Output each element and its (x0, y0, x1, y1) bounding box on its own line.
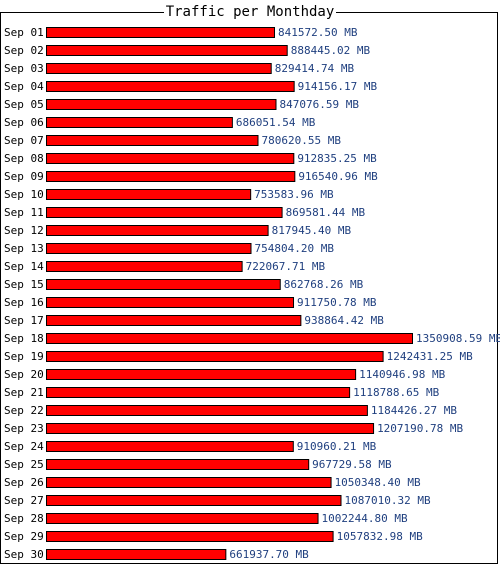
value-label: 1140946.98 MB (359, 368, 445, 381)
day-label: Sep 08 (4, 152, 44, 165)
day-label: Sep 06 (4, 116, 44, 129)
traffic-bar (46, 369, 357, 380)
value-label: 829414.74 MB (275, 62, 355, 75)
traffic-bar (46, 351, 384, 362)
value-label: 1118788.65 MB (353, 386, 439, 399)
value-label: 1242431.25 MB (387, 350, 473, 363)
day-label: Sep 23 (4, 422, 44, 435)
value-label: 914156.17 MB (298, 80, 378, 93)
value-label: 817945.40 MB (272, 224, 352, 237)
traffic-bar (46, 423, 375, 434)
traffic-bar (46, 315, 302, 326)
traffic-bar (46, 405, 368, 416)
day-label: Sep 21 (4, 386, 44, 399)
traffic-bar (46, 189, 252, 200)
traffic-bar (46, 135, 259, 146)
day-label: Sep 05 (4, 98, 44, 111)
traffic-bar (46, 531, 334, 542)
value-label: 722067.71 MB (246, 260, 326, 273)
day-label: Sep 18 (4, 332, 44, 345)
traffic-bar (46, 99, 277, 110)
day-label: Sep 12 (4, 224, 44, 237)
chart-title-text: Traffic per Monthday (163, 4, 337, 20)
day-label: Sep 17 (4, 314, 44, 327)
traffic-bar (46, 513, 319, 524)
day-label: Sep 27 (4, 494, 44, 507)
day-label: Sep 19 (4, 350, 44, 363)
day-label: Sep 02 (4, 44, 44, 57)
day-label: Sep 26 (4, 476, 44, 489)
value-label: 1207190.78 MB (377, 422, 463, 435)
value-label: 967729.58 MB (312, 458, 392, 471)
day-label: Sep 28 (4, 512, 44, 525)
traffic-bar (46, 207, 283, 218)
day-label: Sep 10 (4, 188, 44, 201)
value-label: 1050348.40 MB (335, 476, 421, 489)
day-label: Sep 09 (4, 170, 44, 183)
day-label: Sep 16 (4, 296, 44, 309)
value-label: 869581.44 MB (286, 206, 366, 219)
traffic-bar (46, 549, 227, 560)
value-label: 661937.70 MB (229, 548, 309, 561)
traffic-bar (46, 81, 295, 92)
traffic-bar (46, 279, 281, 290)
day-label: Sep 13 (4, 242, 44, 255)
day-label: Sep 14 (4, 260, 44, 273)
value-label: 780620.55 MB (261, 134, 341, 147)
value-label: 1350908.59 MB (416, 332, 500, 345)
day-label: Sep 11 (4, 206, 44, 219)
traffic-bar (46, 63, 272, 74)
traffic-bar (46, 153, 295, 164)
traffic-bar (46, 333, 413, 344)
day-label: Sep 22 (4, 404, 44, 417)
chart-title: Traffic per Monthday (0, 4, 500, 20)
value-label: 847076.59 MB (279, 98, 359, 111)
day-label: Sep 03 (4, 62, 44, 75)
traffic-bar (46, 477, 332, 488)
traffic-bar (46, 225, 269, 236)
traffic-bar (46, 441, 294, 452)
day-label: Sep 30 (4, 548, 44, 561)
traffic-bar (46, 117, 233, 128)
traffic-bar (46, 297, 295, 308)
value-label: 888445.02 MB (291, 44, 371, 57)
value-label: 1184426.27 MB (371, 404, 457, 417)
day-label: Sep 15 (4, 278, 44, 291)
day-label: Sep 01 (4, 26, 44, 39)
value-label: 1057832.98 MB (337, 530, 423, 543)
value-label: 916540.96 MB (298, 170, 378, 183)
value-label: 753583.96 MB (254, 188, 334, 201)
traffic-bar (46, 387, 351, 398)
value-label: 686051.54 MB (236, 116, 316, 129)
day-label: Sep 04 (4, 80, 44, 93)
value-label: 841572.50 MB (278, 26, 358, 39)
value-label: 754804.20 MB (254, 242, 334, 255)
value-label: 1087010.32 MB (345, 494, 431, 507)
traffic-bar (46, 459, 310, 470)
value-label: 910960.21 MB (297, 440, 377, 453)
value-label: 912835.25 MB (297, 152, 377, 165)
traffic-bar (46, 171, 296, 182)
day-label: Sep 07 (4, 134, 44, 147)
day-label: Sep 24 (4, 440, 44, 453)
traffic-bar (46, 495, 342, 506)
traffic-bar (46, 45, 288, 56)
value-label: 911750.78 MB (297, 296, 377, 309)
day-label: Sep 25 (4, 458, 44, 471)
traffic-bar (46, 27, 276, 38)
value-label: 1002244.80 MB (322, 512, 408, 525)
traffic-bar (46, 261, 243, 272)
day-label: Sep 29 (4, 530, 44, 543)
value-label: 938864.42 MB (304, 314, 384, 327)
value-label: 862768.26 MB (284, 278, 364, 291)
traffic-bar (46, 243, 252, 254)
day-label: Sep 20 (4, 368, 44, 381)
